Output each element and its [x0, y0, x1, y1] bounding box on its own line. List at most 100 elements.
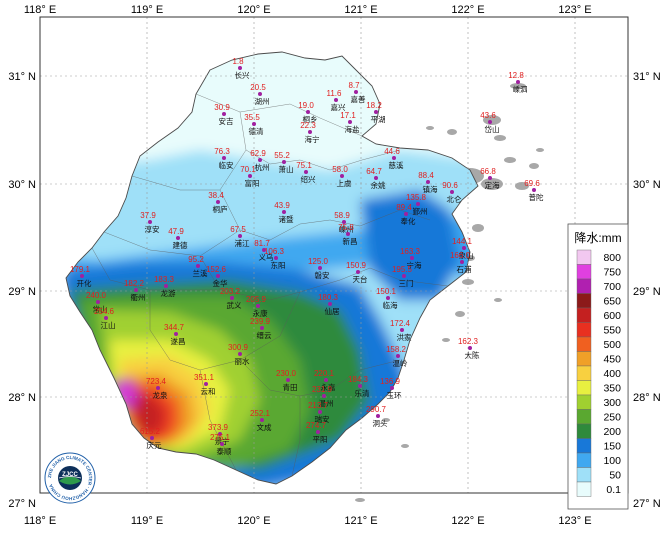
station-marker	[358, 384, 362, 388]
station: 220.1 永嘉	[314, 369, 336, 392]
station-name: 龙游	[161, 288, 176, 298]
station-value: 239.9	[250, 317, 271, 326]
legend-swatch	[576, 380, 592, 396]
island	[401, 444, 409, 448]
station: 180.3 仙居	[318, 293, 340, 316]
station-marker	[238, 66, 242, 70]
station-name: 富阳	[245, 178, 260, 188]
station-marker	[260, 418, 264, 422]
station-name: 桐庐	[213, 204, 228, 214]
longitude-tick-label: 120° E	[237, 4, 270, 16]
legend-label: 650	[603, 296, 621, 308]
station-name: 遂昌	[171, 336, 186, 346]
station: 35.5 德清	[244, 113, 264, 136]
station-value: 373.9	[208, 423, 229, 432]
station-value: 88.4	[418, 171, 434, 180]
station: 17.1 海盐	[340, 111, 360, 134]
legend-swatch	[576, 423, 592, 439]
station-marker	[282, 160, 286, 164]
station-marker	[516, 80, 520, 84]
station: 58.9 嵊州	[334, 211, 353, 234]
station-value: 213.7	[308, 401, 329, 410]
legend-label: 50	[609, 470, 621, 482]
station-name: 泰顺	[217, 446, 232, 456]
station-value: 1.8	[232, 57, 244, 66]
station-name: 仙居	[325, 306, 340, 316]
legend-swatch	[576, 452, 592, 468]
legend-label: 800	[603, 252, 621, 264]
station-name: 嘉兴	[331, 102, 346, 112]
station-marker	[274, 256, 278, 260]
station-marker	[308, 130, 312, 134]
station-marker	[322, 394, 326, 398]
station-value: 179.1	[70, 265, 91, 274]
station-value: 240.0	[86, 291, 107, 300]
station-value: 47.9	[168, 227, 184, 236]
logo-text: ZJCC	[62, 472, 78, 478]
station-name: 衢州	[131, 292, 146, 302]
station-marker	[488, 176, 492, 180]
legend-label: 350	[603, 383, 621, 395]
station: 18.2 平湖	[366, 101, 385, 124]
station: 22.3 海宁	[300, 121, 319, 144]
station-name: 武义	[227, 300, 242, 310]
station-value: 37.9	[140, 211, 156, 220]
station-marker	[156, 386, 160, 390]
legend-swatch	[576, 394, 592, 410]
station-marker	[374, 176, 378, 180]
station-value: 125.0	[308, 257, 329, 266]
station-name: 诸暨	[279, 215, 294, 224]
station-name: 淳安	[145, 224, 160, 234]
station: 144.1 象山	[452, 237, 474, 260]
station-name: 建德	[173, 240, 188, 250]
station-value: 254.6	[94, 307, 115, 316]
station: 89.4 奉化	[396, 203, 416, 226]
island	[426, 126, 434, 130]
station-name: 临安	[219, 160, 234, 170]
legend-swatch	[576, 481, 592, 497]
station-name: 象山	[459, 250, 474, 260]
station: 158.2 温岭	[386, 345, 408, 368]
station: 90.6 北仑	[442, 181, 462, 204]
station-marker	[304, 170, 308, 174]
station-value: 30.9	[214, 103, 230, 112]
station: 55.2 萧山	[274, 151, 293, 174]
latitude-tick-label: 29° N	[633, 286, 661, 298]
station-value: 136.9	[380, 377, 401, 386]
longitude-tick-label: 119° E	[131, 515, 163, 527]
station: 70.1 富阳	[240, 165, 259, 188]
station-value: 163.3	[400, 247, 421, 256]
station-value: 205.9	[246, 295, 267, 304]
legend-label: 300	[603, 397, 621, 409]
latitude-tick-label: 28° N	[633, 392, 661, 404]
station-name: 普陀	[529, 192, 544, 202]
latitude-labels-left: 31° N 30° N 29° N 28° N 27° N	[8, 71, 36, 510]
station-value: 172.4	[390, 319, 411, 328]
city-border	[199, 255, 449, 301]
station-marker	[258, 158, 262, 162]
station: 213.7 瑞安	[308, 401, 330, 424]
legend-label: 550	[603, 325, 621, 337]
legend-label: 750	[603, 267, 621, 279]
station-name: 金华	[213, 278, 228, 288]
station-value: 203.2	[220, 287, 241, 296]
station: 76.3 临安	[214, 147, 234, 170]
station: 37.9 淳安	[140, 211, 160, 234]
station-value: 106.3	[264, 247, 285, 256]
station-marker	[318, 410, 322, 414]
station-value: 43.6	[480, 111, 496, 120]
longitude-tick-label: 122° E	[451, 515, 484, 527]
station: 162.3 大陈	[458, 337, 480, 360]
legend-swatch	[576, 467, 592, 483]
station-marker	[196, 264, 200, 268]
legend-label: 600	[603, 310, 621, 322]
station-marker	[216, 200, 220, 204]
station: 166.0 石浦	[450, 251, 472, 274]
station-marker	[238, 352, 242, 356]
latitude-tick-label: 29° N	[8, 286, 36, 298]
station-marker	[426, 180, 430, 184]
station: 1.8 长兴	[232, 57, 250, 80]
station-name: 丽水	[235, 356, 250, 366]
station-marker	[374, 110, 378, 114]
